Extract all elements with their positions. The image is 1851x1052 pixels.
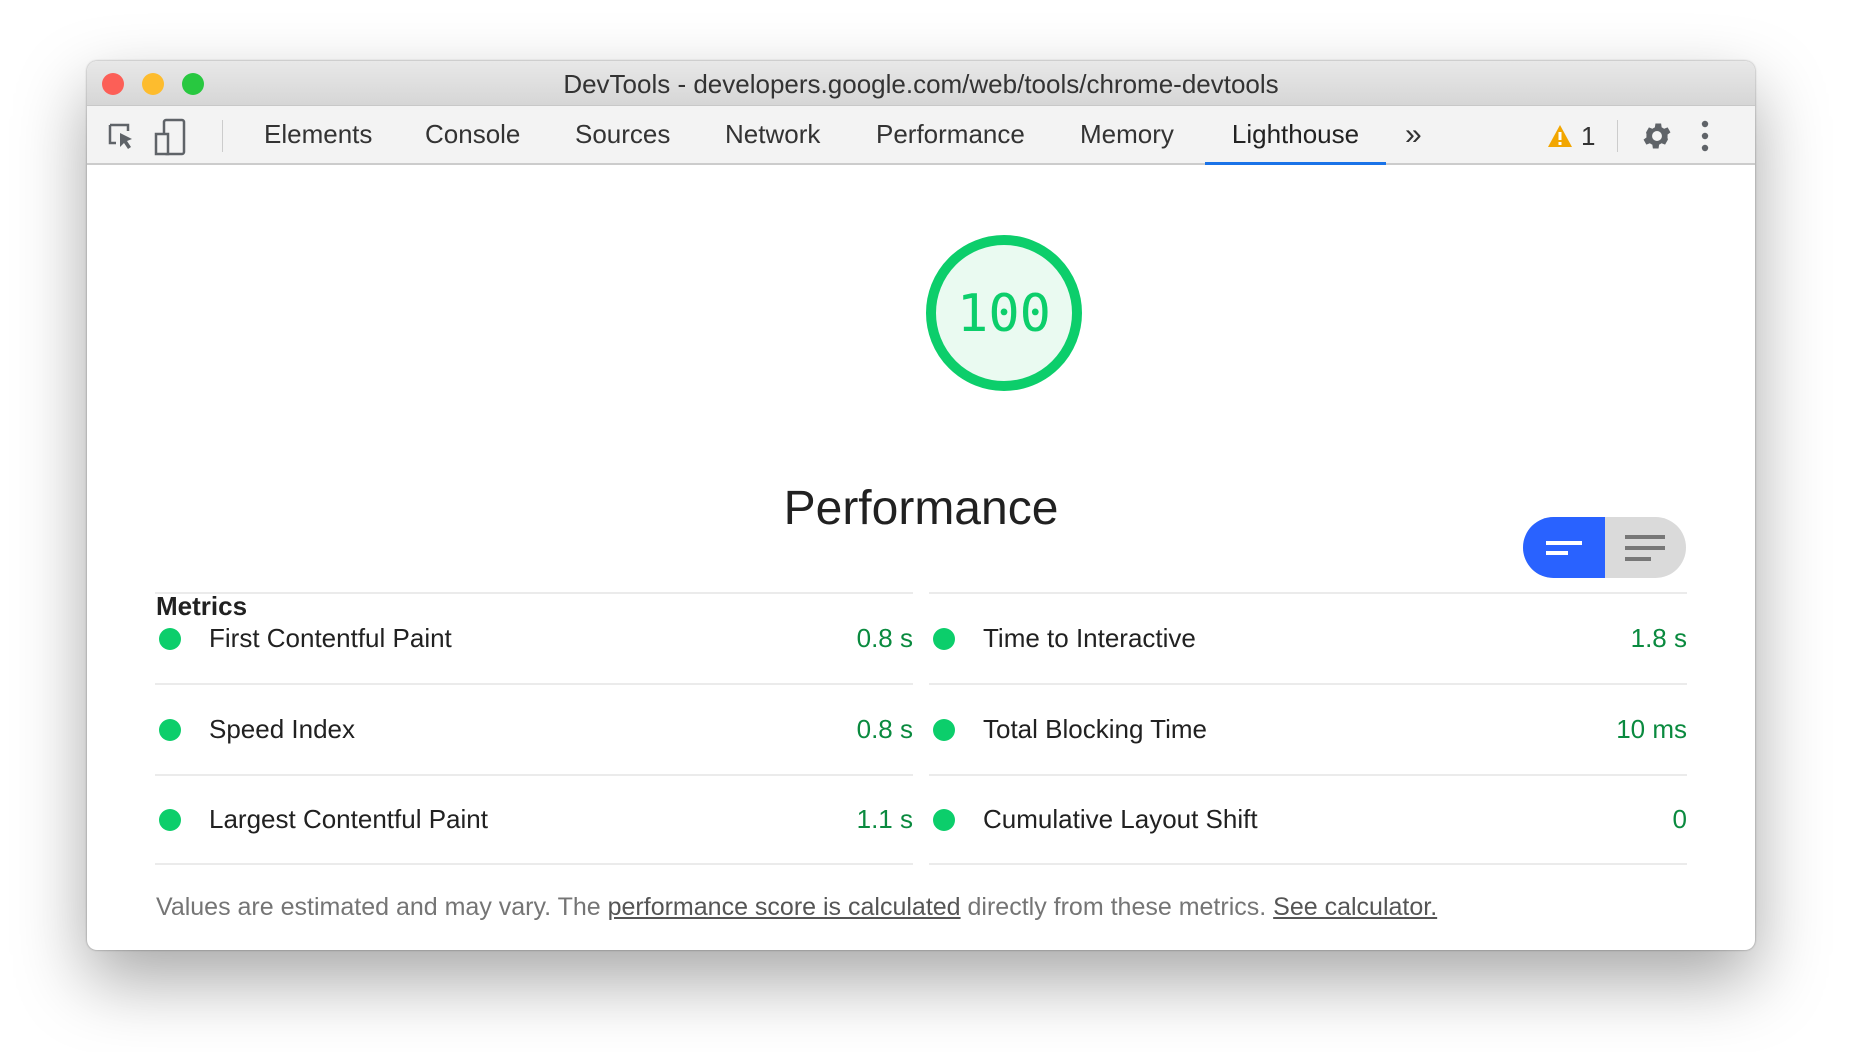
short-lines-icon bbox=[1545, 540, 1582, 555]
long-lines-icon bbox=[1625, 534, 1666, 561]
tab-console[interactable]: Console bbox=[425, 119, 521, 149]
pass-dot-icon bbox=[159, 808, 181, 831]
close-button[interactable] bbox=[102, 73, 124, 95]
title-bar: DevTools - developers.google.com/web/too… bbox=[87, 61, 1755, 106]
compact-view-button[interactable] bbox=[1523, 517, 1605, 578]
tab-performance[interactable]: Performance bbox=[876, 119, 1025, 149]
tab-network[interactable]: Network bbox=[725, 119, 821, 149]
metrics-column-left: First Contentful Paint 0.8 s Speed Index 0… bbox=[155, 592, 913, 865]
metric-row: Speed Index 0.8 s bbox=[155, 683, 913, 774]
device-toolbar-icon[interactable] bbox=[153, 118, 189, 156]
tab-memory[interactable]: Memory bbox=[1080, 119, 1174, 149]
disclaimer-text: Values are estimated and may vary. The bbox=[156, 893, 608, 921]
metric-row: Total Blocking Time 10 ms bbox=[929, 683, 1687, 774]
warnings-button[interactable]: 1 bbox=[1547, 120, 1595, 152]
warning-icon bbox=[1548, 125, 1572, 147]
score-calculated-link[interactable]: performance score is calculated bbox=[607, 893, 961, 921]
metric-label: First Contentful Paint bbox=[209, 623, 452, 653]
tab-lighthouse[interactable]: Lighthouse bbox=[1205, 106, 1386, 165]
divider bbox=[222, 120, 223, 152]
metric-label: Largest Contentful Paint bbox=[209, 804, 488, 834]
metric-label: Total Blocking Time bbox=[983, 714, 1207, 744]
category-title: Performance bbox=[783, 482, 1059, 535]
devtools-window: DevTools - developers.google.com/web/too… bbox=[87, 61, 1755, 950]
metric-row: Cumulative Layout Shift 0 bbox=[929, 774, 1687, 865]
pass-dot-icon bbox=[159, 718, 181, 741]
metric-label: Speed Index bbox=[209, 714, 356, 744]
settings-gear-icon[interactable] bbox=[1639, 118, 1675, 154]
pass-dot-icon bbox=[933, 627, 955, 650]
metrics-heading: Metrics bbox=[156, 591, 248, 621]
metric-row: Largest Contentful Paint 1.1 s bbox=[155, 774, 913, 865]
metric-row: First Contentful Paint 0.8 s bbox=[155, 592, 913, 683]
divider bbox=[1617, 120, 1618, 152]
more-tabs-chevron-icon[interactable]: » bbox=[1405, 118, 1422, 151]
score-value: 100 bbox=[957, 284, 1051, 344]
tab-elements[interactable]: Elements bbox=[264, 119, 373, 149]
metric-value: 1.1 s bbox=[856, 804, 913, 834]
inspect-element-icon[interactable] bbox=[105, 120, 139, 154]
metrics-view-toggle[interactable] bbox=[1523, 517, 1686, 578]
maximize-button[interactable] bbox=[182, 73, 204, 95]
tab-sources[interactable]: Sources bbox=[575, 119, 671, 149]
metrics-column-right: Time to Interactive 1.8 s Total Blocking … bbox=[929, 592, 1687, 865]
metric-label: Cumulative Layout Shift bbox=[983, 804, 1258, 834]
metric-value: 0.8 s bbox=[856, 714, 913, 744]
pass-dot-icon bbox=[159, 627, 181, 650]
expanded-view-button[interactable] bbox=[1605, 517, 1687, 578]
see-calculator-link[interactable]: See calculator. bbox=[1273, 893, 1438, 921]
minimize-button[interactable] bbox=[142, 73, 164, 95]
metric-value: 0 bbox=[1672, 804, 1687, 834]
pass-dot-icon bbox=[933, 718, 955, 741]
pass-dot-icon bbox=[933, 808, 955, 831]
metrics-disclaimer: Values are estimated and may vary. The p… bbox=[156, 893, 1437, 922]
metric-value: 1.8 s bbox=[1630, 623, 1687, 653]
metric-row: Time to Interactive 1.8 s bbox=[929, 592, 1687, 683]
metric-label: Time to Interactive bbox=[983, 623, 1196, 653]
score-gauge: 100 bbox=[926, 235, 1082, 391]
disclaimer-text: directly from these metrics. bbox=[960, 893, 1274, 921]
more-options-icon[interactable] bbox=[1695, 118, 1715, 154]
metric-value: 10 ms bbox=[1616, 714, 1687, 744]
metric-value: 0.8 s bbox=[856, 623, 913, 653]
window-title: DevTools - developers.google.com/web/too… bbox=[563, 69, 1279, 99]
warning-count: 1 bbox=[1581, 120, 1596, 151]
devtools-toolbar: Elements Console Sources Network Perform… bbox=[87, 106, 1755, 165]
